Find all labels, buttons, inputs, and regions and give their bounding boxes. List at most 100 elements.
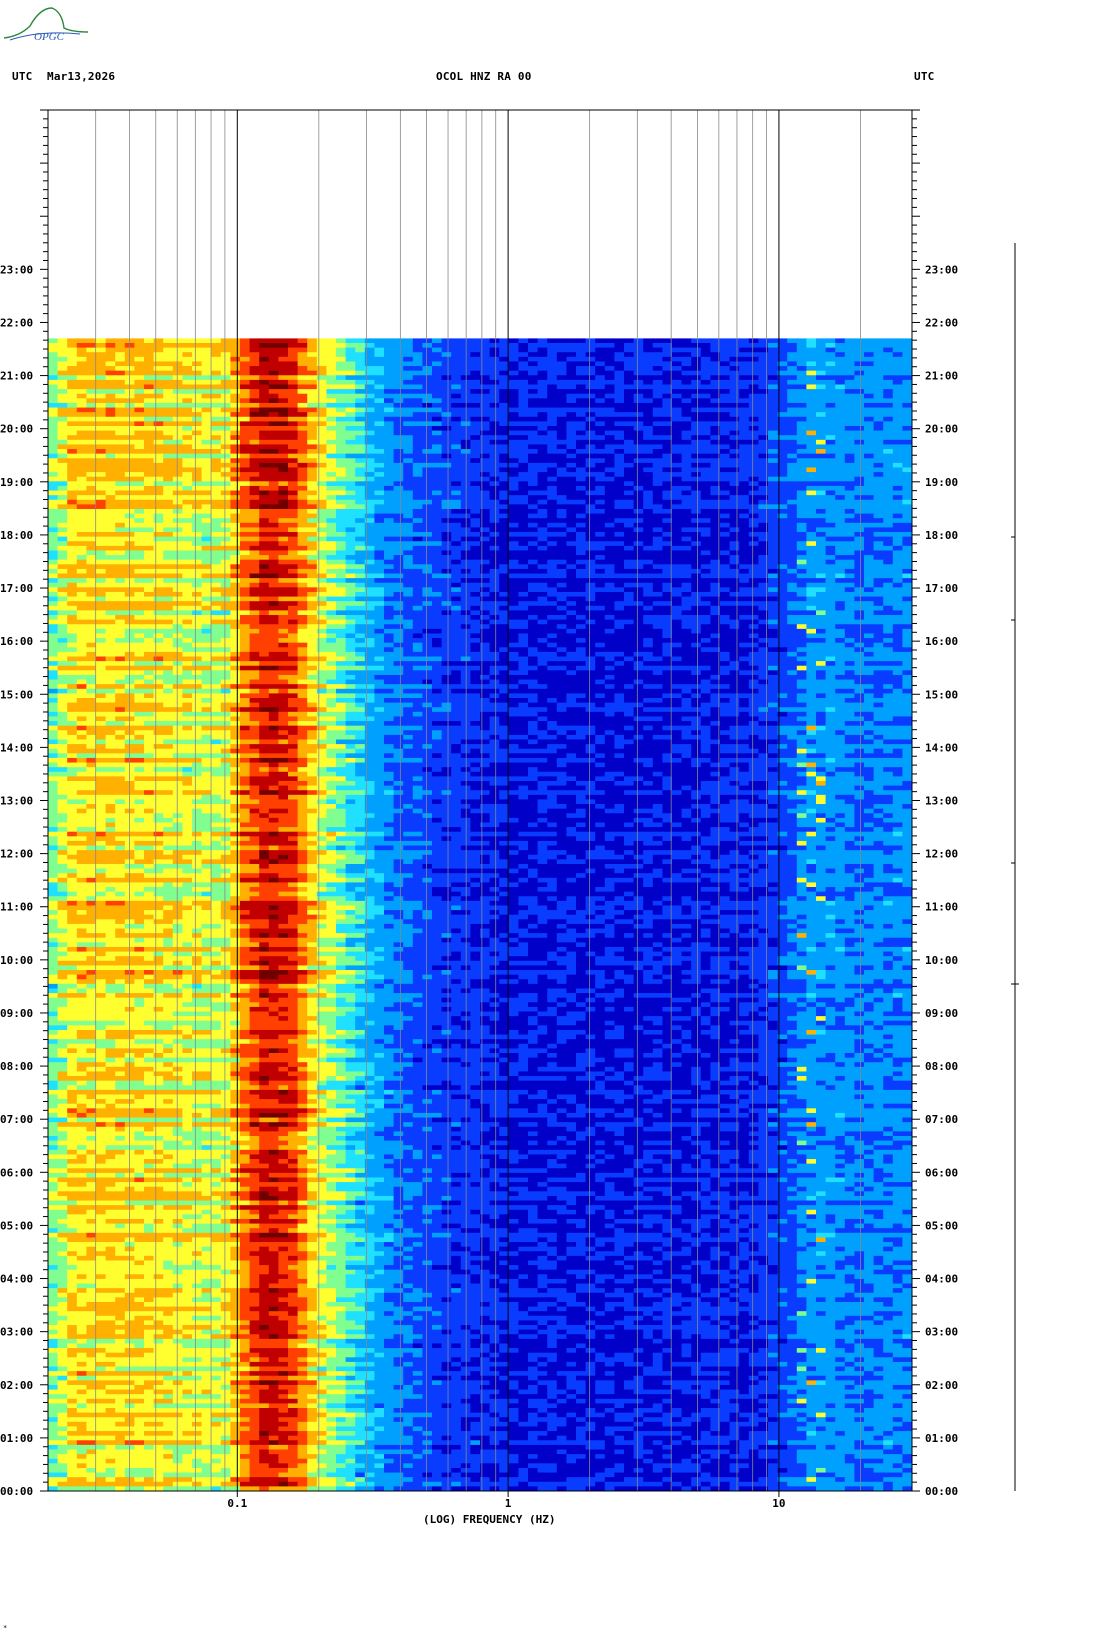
heatmap-cell [96,440,106,445]
heatmap-cell [269,348,279,353]
heatmap-cell [643,514,653,519]
heatmap-cell [221,467,231,472]
heatmap-cell [509,343,519,348]
heatmap-cell [816,454,826,459]
heatmap-cell [278,449,288,454]
heatmap-cell [250,537,260,542]
heatmap-cell [730,504,740,509]
heatmap-cell [451,435,461,440]
heatmap-cell [326,560,336,565]
heatmap-cell [326,523,336,528]
heatmap-cell [413,467,423,472]
heatmap-cell [240,587,250,592]
heatmap-cell [432,444,442,449]
heatmap-cell [586,527,596,532]
heatmap-cell [240,560,250,565]
heatmap-cell [682,380,692,385]
heatmap-cell [634,472,644,477]
heatmap-cell [115,389,125,394]
heatmap-cell [605,431,615,436]
heatmap-cell [202,380,212,385]
heatmap-cell [691,444,701,449]
heatmap-cell [739,398,749,403]
heatmap-cell [96,380,106,385]
heatmap-cell [154,541,164,546]
heatmap-cell [326,421,336,426]
heatmap-cell [106,514,116,519]
heatmap-cell [403,366,413,371]
heatmap-cell [893,481,903,486]
heatmap-cell [307,564,317,569]
heatmap-cell [48,389,58,394]
heatmap-cell [394,394,404,399]
heatmap-cell [48,426,58,431]
heatmap-cell [768,578,778,583]
heatmap-cell [240,366,250,371]
heatmap-cell [221,550,231,555]
heatmap-cell [346,435,356,440]
heatmap-cell [816,574,826,579]
heatmap-cell [682,509,692,514]
heatmap-cell [48,560,58,565]
heatmap-cell [259,463,269,468]
heatmap-cell [816,532,826,537]
heatmap-cell [173,491,183,496]
heatmap-cell [845,454,855,459]
heatmap-cell [768,491,778,496]
heatmap-cell [413,343,423,348]
heatmap-cell [672,555,682,560]
heatmap-cell [144,486,154,491]
heatmap-cell [538,495,548,500]
heatmap-cell [202,352,212,357]
heatmap-cell [326,550,336,555]
heatmap-cell [192,440,202,445]
heatmap-cell [787,403,797,408]
heatmap-cell [134,587,144,592]
heatmap-cell [115,398,125,403]
heatmap-cell [768,518,778,523]
heatmap-cell [768,412,778,417]
heatmap-cell [317,592,327,597]
heatmap-cell [355,486,365,491]
heatmap-cell [557,486,567,491]
heatmap-cell [384,564,394,569]
heatmap-cell [595,467,605,472]
heatmap-cell [413,472,423,477]
heatmap-cell [67,537,77,542]
heatmap-cell [67,472,77,477]
heatmap-cell [432,435,442,440]
heatmap-cell [701,385,711,390]
heatmap-cell [643,467,653,472]
heatmap-cell [307,408,317,413]
heatmap-cell [893,486,903,491]
heatmap-cell [77,366,87,371]
heatmap-cell [797,398,807,403]
heatmap-cell [605,569,615,574]
heatmap-cell [250,569,260,574]
heatmap-cell [288,541,298,546]
heatmap-cell [394,357,404,362]
heatmap-cell [48,431,58,436]
heatmap-cell [749,500,759,505]
heatmap-cell [173,578,183,583]
heatmap-cell [739,366,749,371]
heatmap-cell [797,555,807,560]
heatmap-cell [182,477,192,482]
heatmap-cell [413,509,423,514]
heatmap-cell [278,435,288,440]
heatmap-cell [298,338,308,343]
heatmap-cell [192,467,202,472]
heatmap-cell [518,504,528,509]
heatmap-cell [730,375,740,380]
heatmap-cell [835,426,845,431]
heatmap-cell [902,578,912,583]
heatmap-cell [806,421,816,426]
heatmap-cell [595,504,605,509]
heatmap-cell [269,357,279,362]
heatmap-cell [518,564,528,569]
heatmap-cell [586,550,596,555]
heatmap-cell [902,338,912,343]
heatmap-cell [317,366,327,371]
heatmap-cell [394,560,404,565]
heatmap-cell [269,472,279,477]
